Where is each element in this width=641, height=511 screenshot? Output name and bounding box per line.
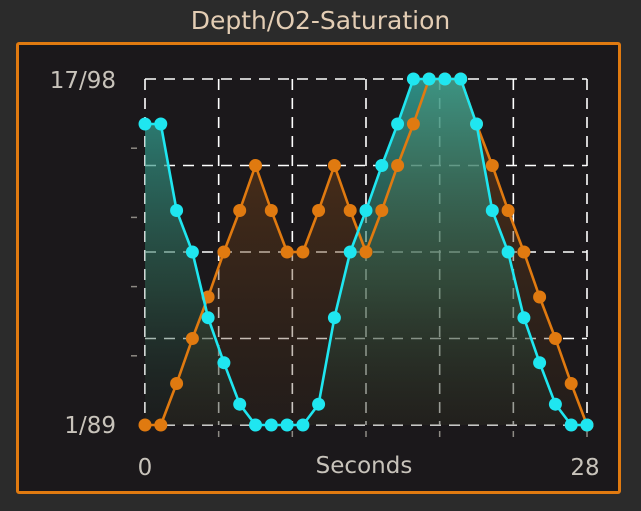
depth-point [185, 332, 199, 345]
o2-point [296, 418, 310, 432]
x-tick-label-start: 0 [138, 455, 153, 481]
depth-point [217, 245, 231, 259]
o2-point [548, 397, 562, 411]
o2-point [533, 356, 547, 370]
o2-point [375, 159, 389, 172]
o2-point [264, 418, 278, 432]
o2-point [454, 72, 468, 86]
depth-point [533, 290, 547, 304]
o2-point [280, 418, 294, 432]
o2-point [343, 245, 357, 259]
o2-point [233, 397, 247, 411]
depth-point [280, 245, 294, 259]
depth-point [264, 204, 278, 217]
o2-point [485, 204, 499, 217]
depth-point [501, 204, 515, 217]
o2-point [422, 72, 436, 86]
depth-point [391, 159, 405, 172]
y-tick-label-bottom: 1/89 [64, 413, 116, 439]
o2-point [327, 311, 341, 325]
depth-point [138, 418, 152, 432]
depth-point [170, 377, 184, 390]
axis-labels: 17/98 1/89 0 28 Seconds [50, 68, 600, 481]
x-tick-label-end: 28 [570, 455, 599, 481]
depth-point [327, 159, 341, 172]
depth-point [564, 377, 578, 390]
depth-point [485, 159, 499, 172]
o2-point [312, 397, 326, 411]
o2-point [391, 117, 405, 131]
o2-point [470, 117, 483, 131]
depth-point [154, 418, 168, 432]
o2-point [438, 72, 452, 86]
y-tick-label-top: 17/98 [50, 68, 116, 94]
series-lines [138, 72, 594, 432]
o2-point [154, 117, 168, 131]
o2-point [580, 418, 594, 432]
depth-point [312, 204, 326, 217]
o2-point [170, 204, 184, 217]
o2-point [501, 245, 515, 259]
o2-point [217, 356, 231, 370]
depth-point [343, 204, 357, 217]
o2-point [138, 117, 152, 131]
depth-point [406, 117, 420, 131]
o2-point [517, 311, 531, 325]
depth-point [375, 204, 389, 217]
depth-point [548, 332, 562, 345]
depth-point [359, 245, 373, 259]
depth-point [517, 245, 531, 259]
o2-point [359, 204, 373, 217]
panel-title: Depth/O2-Saturation [190, 6, 451, 35]
o2-point [564, 418, 578, 432]
o2-point [249, 418, 262, 432]
o2-point [201, 311, 215, 325]
depth-point [296, 245, 310, 259]
depth-point [249, 159, 262, 172]
x-axis-label: Seconds [316, 453, 413, 479]
depth-point [233, 204, 247, 217]
o2-point [185, 245, 199, 259]
o2-point [406, 72, 420, 86]
